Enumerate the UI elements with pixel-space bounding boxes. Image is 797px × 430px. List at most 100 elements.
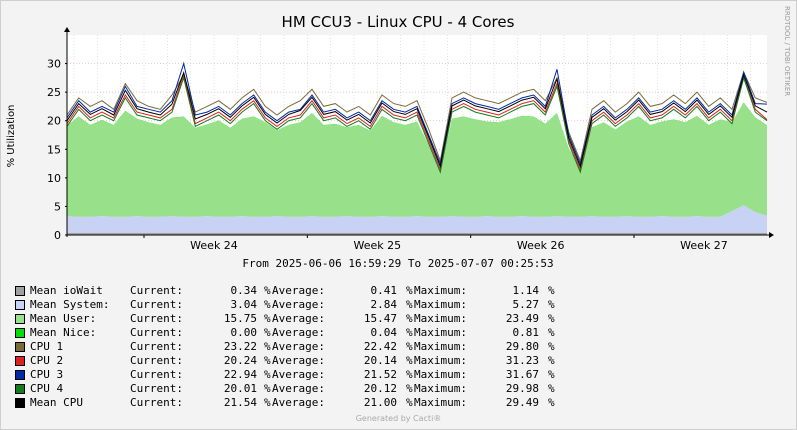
maximum-label: Maximum:: [414, 284, 467, 297]
maximum-value: 23.49: [505, 312, 539, 325]
average-value: 21.52: [363, 368, 397, 381]
unit-label: %: [264, 396, 271, 409]
average-value: 2.84: [370, 298, 398, 311]
legend-label: CPU 2: [30, 354, 64, 367]
unit-label: %: [406, 284, 413, 297]
legend-swatch: [15, 286, 25, 296]
unit-label: %: [406, 368, 413, 381]
legend-swatch: [15, 384, 25, 394]
current-value: 23.22: [223, 340, 257, 353]
legend-swatch: [15, 300, 25, 310]
legend-swatch: [15, 342, 25, 352]
current-value: 3.04: [230, 298, 258, 311]
unit-label: %: [406, 340, 413, 353]
x-axis-arrow: [769, 232, 774, 238]
cpu2-line: [66, 73, 768, 172]
unit-label: %: [548, 396, 555, 409]
current-label: Current:: [130, 340, 183, 353]
unit-label: %: [264, 354, 271, 367]
current-label: Current:: [130, 382, 183, 395]
average-label: Average:: [272, 298, 325, 311]
x-tick-label: Week 26: [517, 239, 565, 252]
average-label: Average:: [272, 382, 325, 395]
y-tick-label: 25: [47, 86, 61, 99]
average-label: Average:: [272, 326, 325, 339]
legend-label: Mean ioWait: [30, 284, 103, 297]
legend-label: CPU 4: [30, 382, 64, 395]
legend-row: CPU 2 Current: 20.24 Average: 20.14 Maximum: 3…: [15, 354, 575, 368]
maximum-label: Maximum:: [414, 382, 467, 395]
user-area: [67, 102, 767, 217]
legend-swatch: [15, 314, 25, 324]
unit-label: %: [264, 284, 271, 297]
legend-row: CPU 1 Current: 23.22 Average: 22.42 Maximum: 2…: [15, 340, 575, 354]
unit-label: %: [406, 298, 413, 311]
footer-credit: Generated by Cacti®: [355, 414, 442, 423]
y-tick-label: 20: [47, 115, 61, 128]
current-value: 20.24: [223, 354, 257, 367]
maximum-value: 1.14: [512, 284, 540, 297]
maximum-label: Maximum:: [414, 326, 467, 339]
x-tick-label: Week 25: [354, 239, 402, 252]
unit-label: %: [264, 298, 271, 311]
current-label: Current:: [130, 326, 183, 339]
chart-title: HM CCU3 - Linux CPU - 4 Cores: [282, 13, 515, 31]
legend-swatch: [15, 370, 25, 380]
unit-label: %: [548, 312, 555, 325]
average-value: 15.47: [363, 312, 397, 325]
unit-label: %: [548, 340, 555, 353]
iowait-area: [67, 232, 767, 235]
y-tick-label: 0: [54, 229, 61, 242]
maximum-value: 5.27: [512, 298, 540, 311]
legend-label: Mean Nice:: [30, 326, 97, 339]
average-value: 0.04: [370, 326, 398, 339]
legend-row: Mean CPU Current: 21.54 Average: 21.00 Maximu…: [15, 396, 575, 410]
legend-label: CPU 1: [30, 340, 64, 353]
average-label: Average:: [272, 396, 325, 409]
y-tick-label: 10: [47, 172, 61, 185]
y-tick-label: 5: [54, 200, 61, 213]
current-value: 15.75: [223, 312, 257, 325]
current-value: 21.54: [223, 396, 257, 409]
y-axis-arrow: [64, 27, 70, 32]
average-value: 0.41: [370, 284, 398, 297]
cpu4-line: [66, 76, 768, 174]
legend-label: Mean System:: [30, 298, 110, 311]
unit-label: %: [406, 354, 413, 367]
average-label: Average:: [272, 312, 325, 325]
current-label: Current:: [130, 368, 183, 381]
watermark: RRDTOOL / TOBI OETIKER: [783, 6, 791, 96]
maximum-label: Maximum:: [414, 298, 467, 311]
maximum-label: Maximum:: [414, 340, 467, 353]
legend-row: Mean User: Current: 15.75 Average: 15.47 Maxi…: [15, 312, 575, 326]
legend-swatch: [15, 398, 25, 408]
average-label: Average:: [272, 354, 325, 367]
legend-label: CPU 3: [30, 368, 64, 381]
current-label: Current:: [130, 312, 183, 325]
cpu3-line: [66, 61, 768, 166]
unit-label: %: [264, 326, 271, 339]
current-label: Current:: [130, 298, 183, 311]
average-label: Average:: [272, 368, 325, 381]
unit-label: %: [406, 312, 413, 325]
current-value: 22.94: [223, 368, 257, 381]
average-label: Average:: [272, 340, 325, 353]
y-tick-label: 15: [47, 143, 61, 156]
maximum-value: 0.81: [512, 326, 540, 339]
x-tick-label: Week 24: [190, 239, 238, 252]
y-tick-label: 30: [47, 58, 61, 71]
average-value: 22.42: [363, 340, 397, 353]
maximum-label: Maximum:: [414, 396, 467, 409]
unit-label: %: [548, 326, 555, 339]
average-value: 20.12: [363, 382, 397, 395]
unit-label: %: [548, 284, 555, 297]
average-value: 20.14: [363, 354, 397, 367]
legend-label: Mean CPU: [30, 396, 83, 409]
maximum-value: 29.98: [505, 382, 539, 395]
system-area: [67, 205, 767, 233]
maximum-value: 29.80: [505, 340, 539, 353]
legend-row: Mean ioWait Current: 0.34 Average: 0.41 Maxim…: [15, 284, 575, 298]
legend-row: Mean System: Current: 3.04 Average: 2.84 Maxi…: [15, 298, 575, 312]
average-value: 21.00: [363, 396, 397, 409]
current-label: Current:: [130, 284, 183, 297]
